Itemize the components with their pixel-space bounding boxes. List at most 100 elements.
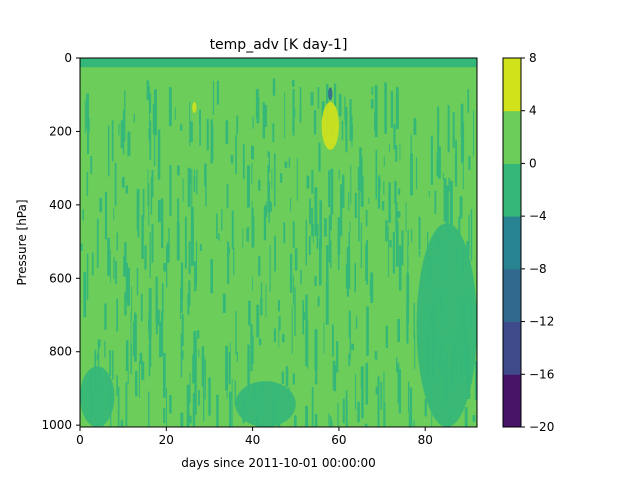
contour-streak — [390, 91, 394, 128]
contour-streak — [383, 156, 385, 167]
contour-streak — [228, 352, 231, 385]
contour-streak — [395, 222, 399, 267]
contour-streak — [292, 79, 295, 87]
contour-streak — [130, 312, 132, 347]
contour-streak — [163, 352, 166, 398]
contour-streak — [251, 200, 253, 248]
contour-streak — [397, 363, 400, 404]
contour-streak — [455, 139, 457, 187]
contour-streak — [364, 423, 368, 427]
contour-streak — [345, 107, 348, 153]
contour-streak — [330, 168, 334, 215]
contour-streak — [80, 243, 83, 252]
contour-streak — [157, 309, 160, 325]
contour-streak — [316, 223, 319, 249]
contour-streak — [332, 324, 334, 357]
contour-streak — [140, 293, 143, 322]
contour-streak — [269, 201, 272, 212]
y-tick-label: 400 — [49, 198, 72, 212]
contour-streak — [199, 244, 202, 252]
contour-streak — [382, 201, 385, 211]
contour-region-2 — [235, 381, 296, 427]
contour-streak — [464, 407, 468, 427]
contour-streak — [204, 163, 207, 186]
x-tick-label: 60 — [331, 433, 346, 447]
contour-streak — [413, 303, 415, 340]
contour-streak — [177, 165, 180, 176]
contour-streak — [111, 120, 114, 162]
contour-streak — [348, 353, 351, 367]
contour-streak — [109, 350, 112, 377]
contour-streak — [292, 275, 294, 306]
contour-streak — [399, 247, 402, 291]
contour-streak — [460, 121, 464, 164]
contour-streak — [137, 229, 140, 238]
contour-streak — [359, 147, 362, 192]
contour-streak — [107, 237, 110, 276]
contour-streak — [83, 272, 87, 318]
contour-streak — [397, 319, 400, 342]
contour-streak — [285, 366, 289, 387]
contour-streak — [264, 104, 267, 127]
contour-streak — [472, 415, 476, 422]
contour-streak — [196, 241, 198, 286]
contour-streak — [411, 229, 413, 243]
contour-streak — [158, 199, 161, 223]
contour-streak — [288, 157, 291, 168]
contour-streak — [188, 280, 191, 306]
contour-streak — [406, 306, 409, 344]
contour-streak — [180, 262, 184, 300]
contour-streak — [193, 175, 196, 192]
y-tick-label: 200 — [49, 124, 72, 138]
contour-streak — [366, 306, 369, 356]
plot-area — [80, 58, 477, 427]
contour-streak — [330, 214, 332, 231]
contour-streak — [374, 351, 378, 360]
contour-streak — [265, 284, 267, 318]
contour-streak — [142, 188, 145, 219]
contour-streak — [374, 86, 377, 130]
contour-streak — [90, 156, 93, 174]
contour-streak — [380, 381, 383, 410]
contour-streak — [166, 242, 170, 263]
contour-streak — [388, 182, 391, 223]
contour-streak — [218, 233, 220, 241]
contour-streak — [201, 346, 204, 387]
contour-streak — [319, 200, 322, 249]
contour-streak — [302, 300, 304, 335]
contour-streak — [166, 388, 167, 427]
contour-streak — [344, 96, 346, 120]
contour-streak — [289, 253, 293, 293]
y-tick-label: 600 — [49, 271, 72, 285]
contour-streak — [125, 381, 128, 426]
contour-regions — [80, 58, 477, 427]
contour-streak — [332, 360, 336, 389]
contour-streak — [189, 372, 191, 404]
contour-streak — [117, 387, 120, 427]
contour-streak — [187, 293, 190, 315]
contour-background — [80, 58, 477, 427]
contour-streak — [125, 185, 128, 194]
contour-streak — [328, 215, 331, 263]
contour-streak — [96, 353, 98, 361]
contour-streak — [168, 227, 170, 252]
contour-streak — [355, 374, 356, 410]
contour-streak — [314, 413, 318, 427]
contour-streak — [337, 403, 339, 427]
contour-streak — [97, 339, 101, 348]
contour-streak — [398, 188, 401, 195]
contour-streak — [251, 162, 253, 185]
contour-streak — [368, 197, 370, 204]
y-axis-label: Pressure [hPa] — [15, 199, 29, 285]
contour-streak — [122, 110, 125, 155]
contour-streak — [189, 415, 192, 424]
y-axis: 0 200 400 600 800 1000 — [41, 51, 80, 432]
contour-streak — [116, 375, 118, 396]
contour-streak — [307, 407, 308, 427]
contour-streak — [395, 202, 398, 231]
contour-region-6 — [192, 102, 197, 114]
contour-streak — [361, 156, 363, 192]
contour-streak — [292, 221, 295, 248]
contour-streak — [357, 401, 360, 423]
